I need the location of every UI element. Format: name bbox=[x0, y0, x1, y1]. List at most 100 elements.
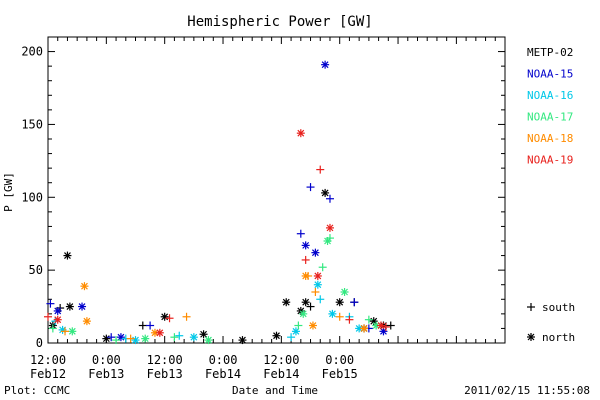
point-noaa-19-south bbox=[301, 255, 310, 264]
y-tick-label: 50 bbox=[29, 263, 43, 277]
legend: METP-02 NOAA-15 NOAA-16 NOAA-17 NOAA-18 NOAA-… bbox=[527, 46, 573, 167]
point-noaa-17-south bbox=[112, 336, 121, 345]
x-tick-label-date: Feb15 bbox=[322, 367, 358, 381]
point-noaa-15-north bbox=[53, 306, 62, 315]
point-noaa-18-south bbox=[182, 312, 191, 321]
point-metp-02-north bbox=[63, 251, 72, 260]
x-tick-label-time: 0:00 bbox=[209, 353, 238, 367]
point-noaa-19-north bbox=[155, 328, 164, 337]
point-noaa-17-south bbox=[318, 263, 327, 272]
marker-key-south: south bbox=[542, 301, 575, 314]
point-noaa-16-north bbox=[313, 280, 322, 289]
legend-item-noaa-19: NOAA-19 bbox=[527, 154, 573, 167]
point-noaa-19-south bbox=[165, 314, 174, 323]
x-tick-label-time: 12:00 bbox=[30, 353, 66, 367]
y-axis-label: P [GW] bbox=[2, 172, 15, 212]
x-tick-label-date: Feb13 bbox=[88, 367, 124, 381]
point-noaa-18-south bbox=[61, 327, 70, 336]
point-metp-02-south bbox=[306, 302, 315, 311]
point-noaa-19-south bbox=[44, 312, 52, 321]
x-tick-label-time: 0:00 bbox=[325, 353, 354, 367]
point-noaa-16-south bbox=[316, 295, 325, 304]
point-noaa-16-south bbox=[287, 333, 296, 342]
point-noaa-15-south bbox=[325, 194, 334, 203]
point-metp-02-north bbox=[272, 331, 281, 340]
point-noaa-17-south bbox=[294, 321, 303, 330]
x-tick-label-time: 12:00 bbox=[147, 353, 183, 367]
point-noaa-17-north bbox=[340, 288, 349, 296]
point-noaa-18-north bbox=[82, 317, 91, 326]
point-noaa-19-north bbox=[53, 315, 62, 324]
y-axis: 0 50 100 150 200 bbox=[21, 36, 505, 350]
plot-border bbox=[47, 36, 506, 344]
point-noaa-17-south bbox=[170, 333, 179, 342]
legend-item-noaa-17: NOAA-17 bbox=[527, 111, 573, 124]
point-metp-02-north bbox=[160, 312, 169, 321]
y-tick-label: 0 bbox=[36, 336, 43, 350]
point-noaa-19-north bbox=[377, 321, 386, 330]
legend-item-noaa-18: NOAA-18 bbox=[527, 132, 573, 145]
y-tick-label: 200 bbox=[21, 45, 43, 59]
point-noaa-17-south bbox=[48, 324, 57, 333]
x-tick-label-date: Feb14 bbox=[263, 367, 299, 381]
point-noaa-15-south bbox=[306, 183, 315, 192]
point-noaa-15-south bbox=[46, 299, 55, 308]
point-noaa-18-south bbox=[126, 334, 135, 343]
point-noaa-18-north bbox=[80, 282, 89, 291]
point-noaa-16-north bbox=[131, 336, 140, 345]
point-metp-02-north bbox=[102, 334, 111, 343]
point-noaa-15-north bbox=[311, 248, 320, 257]
footer-timestamp: 2011/02/15 11:55:08 bbox=[464, 384, 590, 397]
point-noaa-16-north bbox=[189, 333, 198, 342]
point-noaa-15-south bbox=[107, 333, 116, 342]
point-noaa-15-south bbox=[146, 321, 155, 330]
point-noaa-17-north bbox=[323, 237, 332, 245]
point-noaa-19-north bbox=[313, 271, 322, 280]
marker-key-north-symbol bbox=[527, 333, 535, 341]
point-noaa-15-north bbox=[78, 302, 87, 311]
point-noaa-17-south bbox=[364, 315, 373, 324]
point-noaa-18-south bbox=[311, 288, 320, 296]
point-noaa-16-north bbox=[291, 327, 300, 336]
point-noaa-18-south bbox=[335, 312, 344, 321]
point-metp-02-north bbox=[65, 302, 74, 311]
point-noaa-18-north bbox=[360, 324, 369, 333]
point-metp-02-north bbox=[199, 330, 208, 339]
point-noaa-16-south bbox=[175, 331, 184, 340]
footer-credit: Plot: CCMC bbox=[4, 384, 70, 397]
x-tick-label-time: 0:00 bbox=[92, 353, 121, 367]
point-noaa-18-north bbox=[308, 321, 317, 330]
point-noaa-19-south bbox=[316, 165, 325, 174]
point-noaa-17-north bbox=[68, 327, 77, 336]
point-noaa-19-north bbox=[296, 129, 305, 138]
point-noaa-15-south bbox=[296, 229, 305, 238]
point-metp-02-north bbox=[238, 336, 247, 345]
marker-legend: south north bbox=[527, 301, 575, 344]
point-noaa-19-south bbox=[345, 315, 354, 324]
legend-item-metp-02: METP-02 bbox=[527, 46, 573, 59]
point-metp-02-north bbox=[282, 298, 291, 307]
data-points bbox=[44, 60, 395, 345]
point-noaa-15-south bbox=[350, 298, 359, 307]
plot-area bbox=[47, 36, 506, 344]
point-noaa-19-north bbox=[325, 223, 334, 232]
point-noaa-17-north bbox=[141, 334, 150, 343]
point-noaa-17-north bbox=[204, 336, 213, 345]
marker-key-north: north bbox=[542, 331, 575, 344]
x-axis: 12:00Feb120:00Feb1312:00Feb130:00Feb1412… bbox=[30, 37, 506, 381]
legend-item-noaa-15: NOAA-15 bbox=[527, 68, 573, 81]
point-noaa-15-north bbox=[301, 241, 310, 250]
point-metp-02-south bbox=[386, 321, 395, 330]
x-tick-label-date: Feb12 bbox=[30, 367, 66, 381]
point-metp-02-south bbox=[138, 321, 147, 330]
y-tick-label: 100 bbox=[21, 190, 43, 204]
point-noaa-15-north bbox=[321, 60, 330, 69]
point-metp-02-north bbox=[321, 188, 330, 197]
x-axis-label: Date and Time bbox=[232, 384, 318, 397]
point-noaa-17-north bbox=[372, 321, 381, 330]
y-tick-label: 150 bbox=[21, 117, 43, 131]
x-tick-label-date: Feb13 bbox=[147, 367, 183, 381]
point-metp-02-north bbox=[335, 298, 344, 307]
point-noaa-17-north bbox=[299, 309, 308, 318]
